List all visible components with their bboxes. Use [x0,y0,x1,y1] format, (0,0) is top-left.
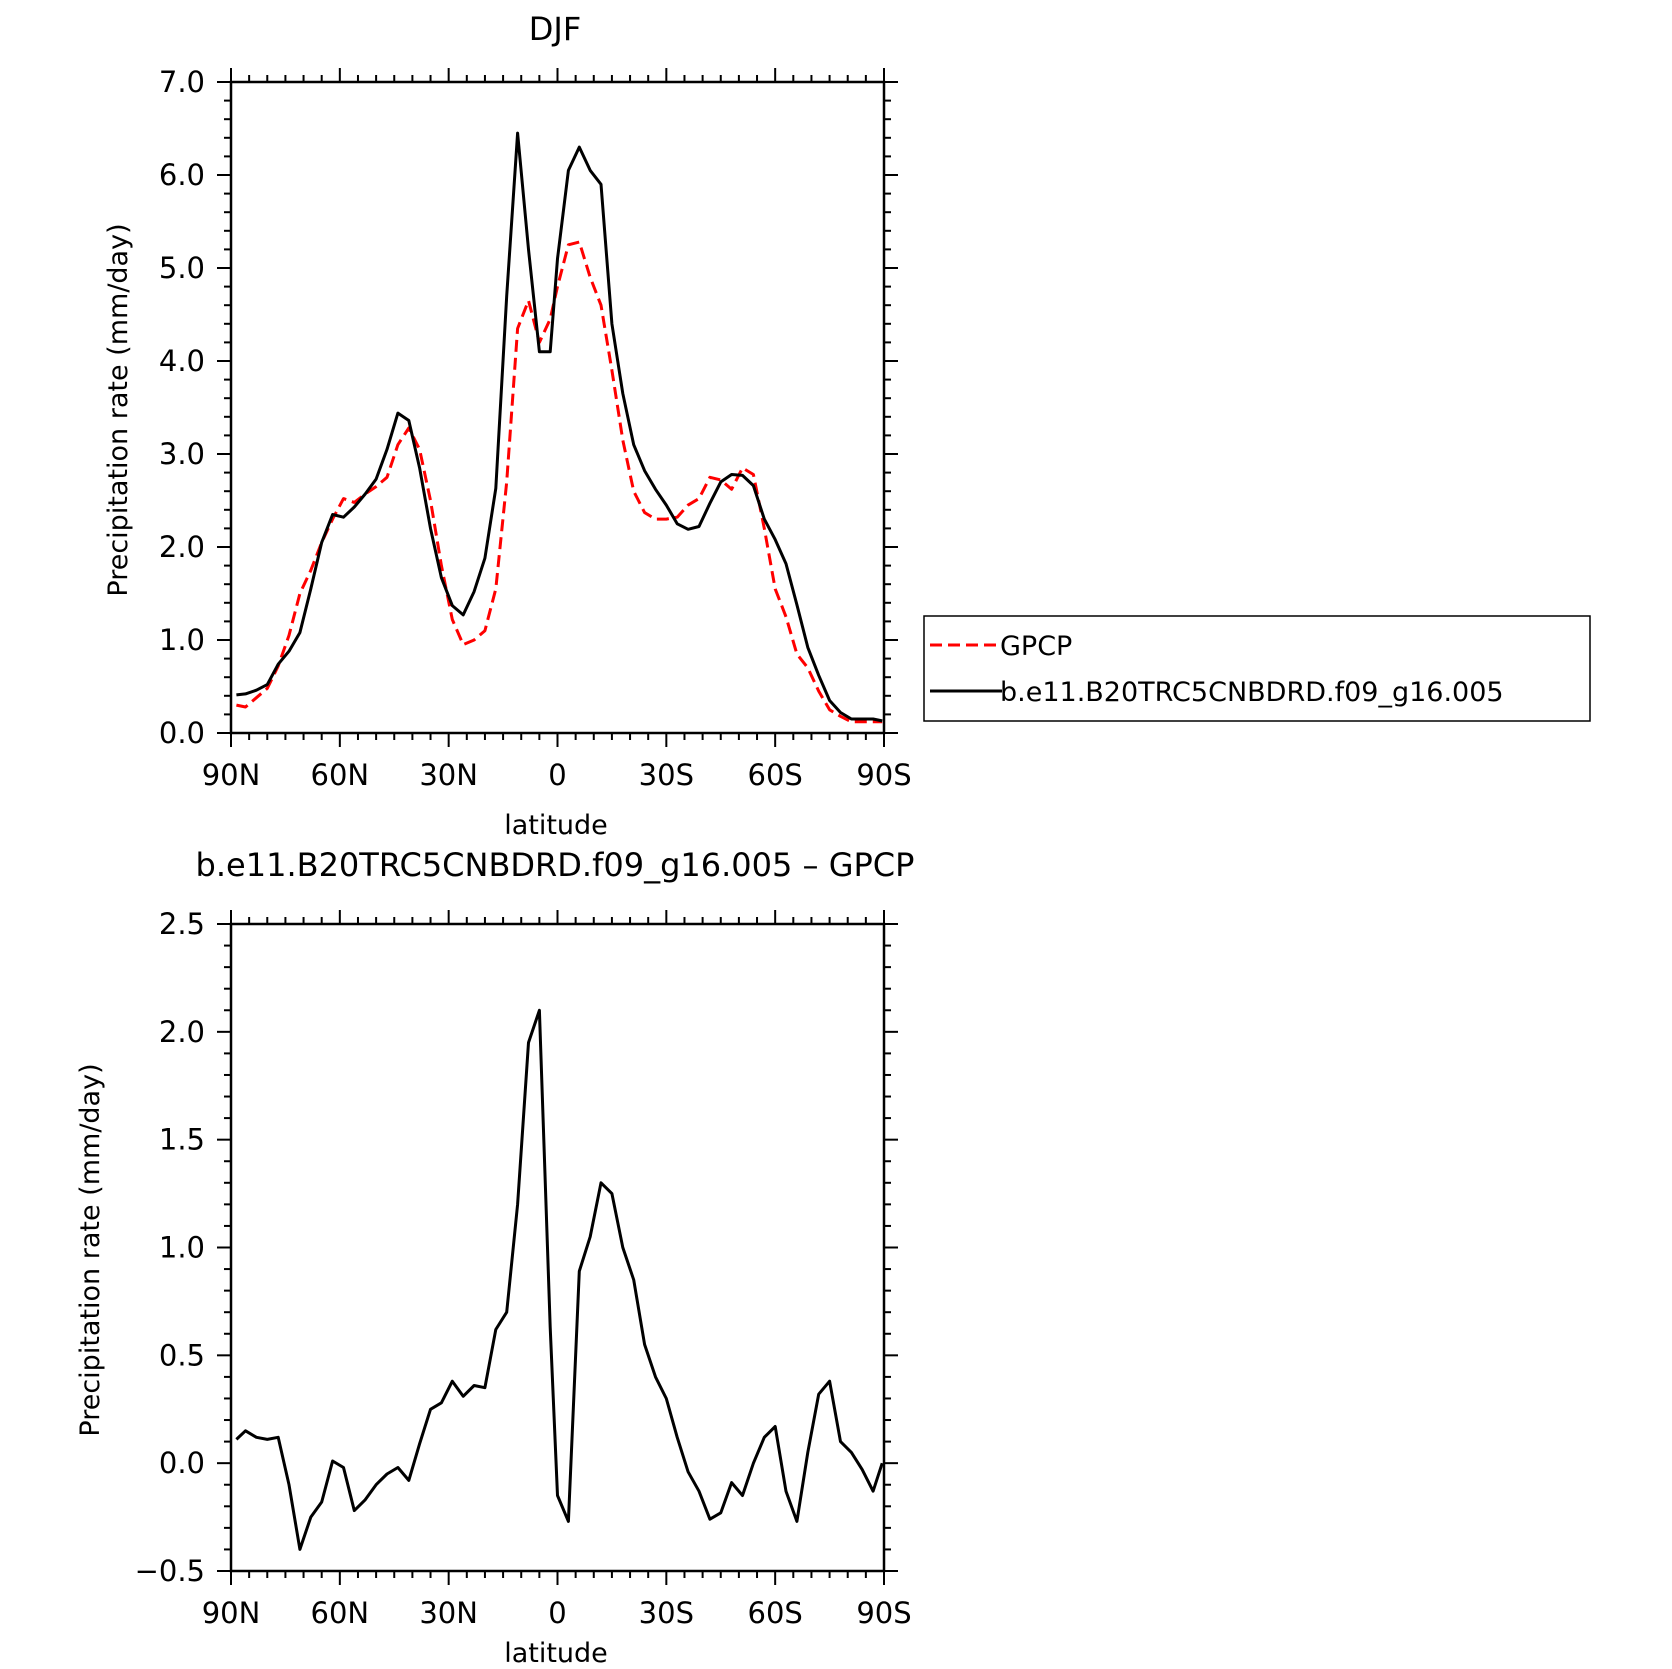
top-x-tick-label: 30N [419,758,478,792]
bottom-x-axis-label: latitude [504,1638,608,1669]
top-y-tick-label: 2.0 [159,530,205,564]
top-series-line-gpcp [236,240,883,724]
top-x-axis-label: latitude [504,810,608,841]
bottom-y-tick-label: 2.0 [159,1015,205,1049]
top-legend: GPCP b.e11.B20TRC5CNBDRD.f09_g16.005 [923,615,1591,722]
bottom-x-tick-label: 90N [202,1596,261,1630]
top-x-tick-label: 0 [548,758,566,792]
top-y-tick-label: 1.0 [159,623,205,657]
bottom-y-tick-label: 1.0 [159,1231,205,1265]
bottom-x-tick-label: 30N [419,1596,478,1630]
bottom-x-tick-label: 0 [548,1596,566,1630]
bottom-x-tick-label: 90S [856,1596,911,1630]
top-axes: 90N 60N 30N 0 30S 60S 90S 0.0 1.0 2.0 3.0 4.0 5.0 6.0… [159,65,912,792]
bottom-y-tick-label: −0.5 [135,1554,205,1588]
top-y-tick-label: 7.0 [159,65,205,99]
bottom-y-tick-label: 2.5 [159,907,205,941]
bottom-x-tick-label: 60N [311,1596,370,1630]
top-panel: DJF 90N 60N 30N 0 30S 60S 90S 0.0 1.0 2.0 3.0 4.0 5.… [103,10,1591,841]
top-y-tick-label: 6.0 [159,158,205,192]
top-series-line-model [236,131,883,723]
top-chart-title: DJF [529,10,581,48]
legend-label-model: b.e11.B20TRC5CNBDRD.f09_g16.005 [1000,677,1504,708]
top-x-tick-label: 60N [311,758,370,792]
bottom-series-line-difference [235,1008,884,1551]
legend-label-gpcp: GPCP [1000,631,1072,662]
bottom-axes: 90N 60N 30N 0 30S 60S 90S −0.5 0.0 0.5 1.0 1.5 2.0 2.… [135,907,912,1630]
bottom-y-tick-label: 0.5 [159,1338,205,1372]
bottom-y-tick-label: 0.0 [159,1446,205,1480]
top-y-tick-label: 3.0 [159,437,205,471]
top-y-axis-label: Precipitation rate (mm/day) [103,223,134,596]
top-y-tick-label: 5.0 [159,251,205,285]
top-x-tick-label: 90N [202,758,261,792]
top-x-tick-label: 60S [748,758,803,792]
bottom-chart-title: b.e11.B20TRC5CNBDRD.f09_g16.005 – GPCP [196,846,915,884]
top-x-tick-label: 90S [856,758,911,792]
legend-box [923,615,1591,722]
top-series-group [236,131,883,724]
bottom-y-tick-label: 1.5 [159,1123,205,1157]
bottom-x-tick-label: 30S [639,1596,694,1630]
bottom-panel: b.e11.B20TRC5CNBDRD.f09_g16.005 – GPCP 9… [75,846,914,1669]
bottom-series-group [235,1008,884,1551]
top-y-tick-label: 4.0 [159,344,205,378]
bottom-x-tick-label: 60S [748,1596,803,1630]
top-x-tick-label: 30S [639,758,694,792]
top-y-tick-label: 0.0 [159,716,205,750]
bottom-y-axis-label: Precipitation rate (mm/day) [75,1063,106,1436]
